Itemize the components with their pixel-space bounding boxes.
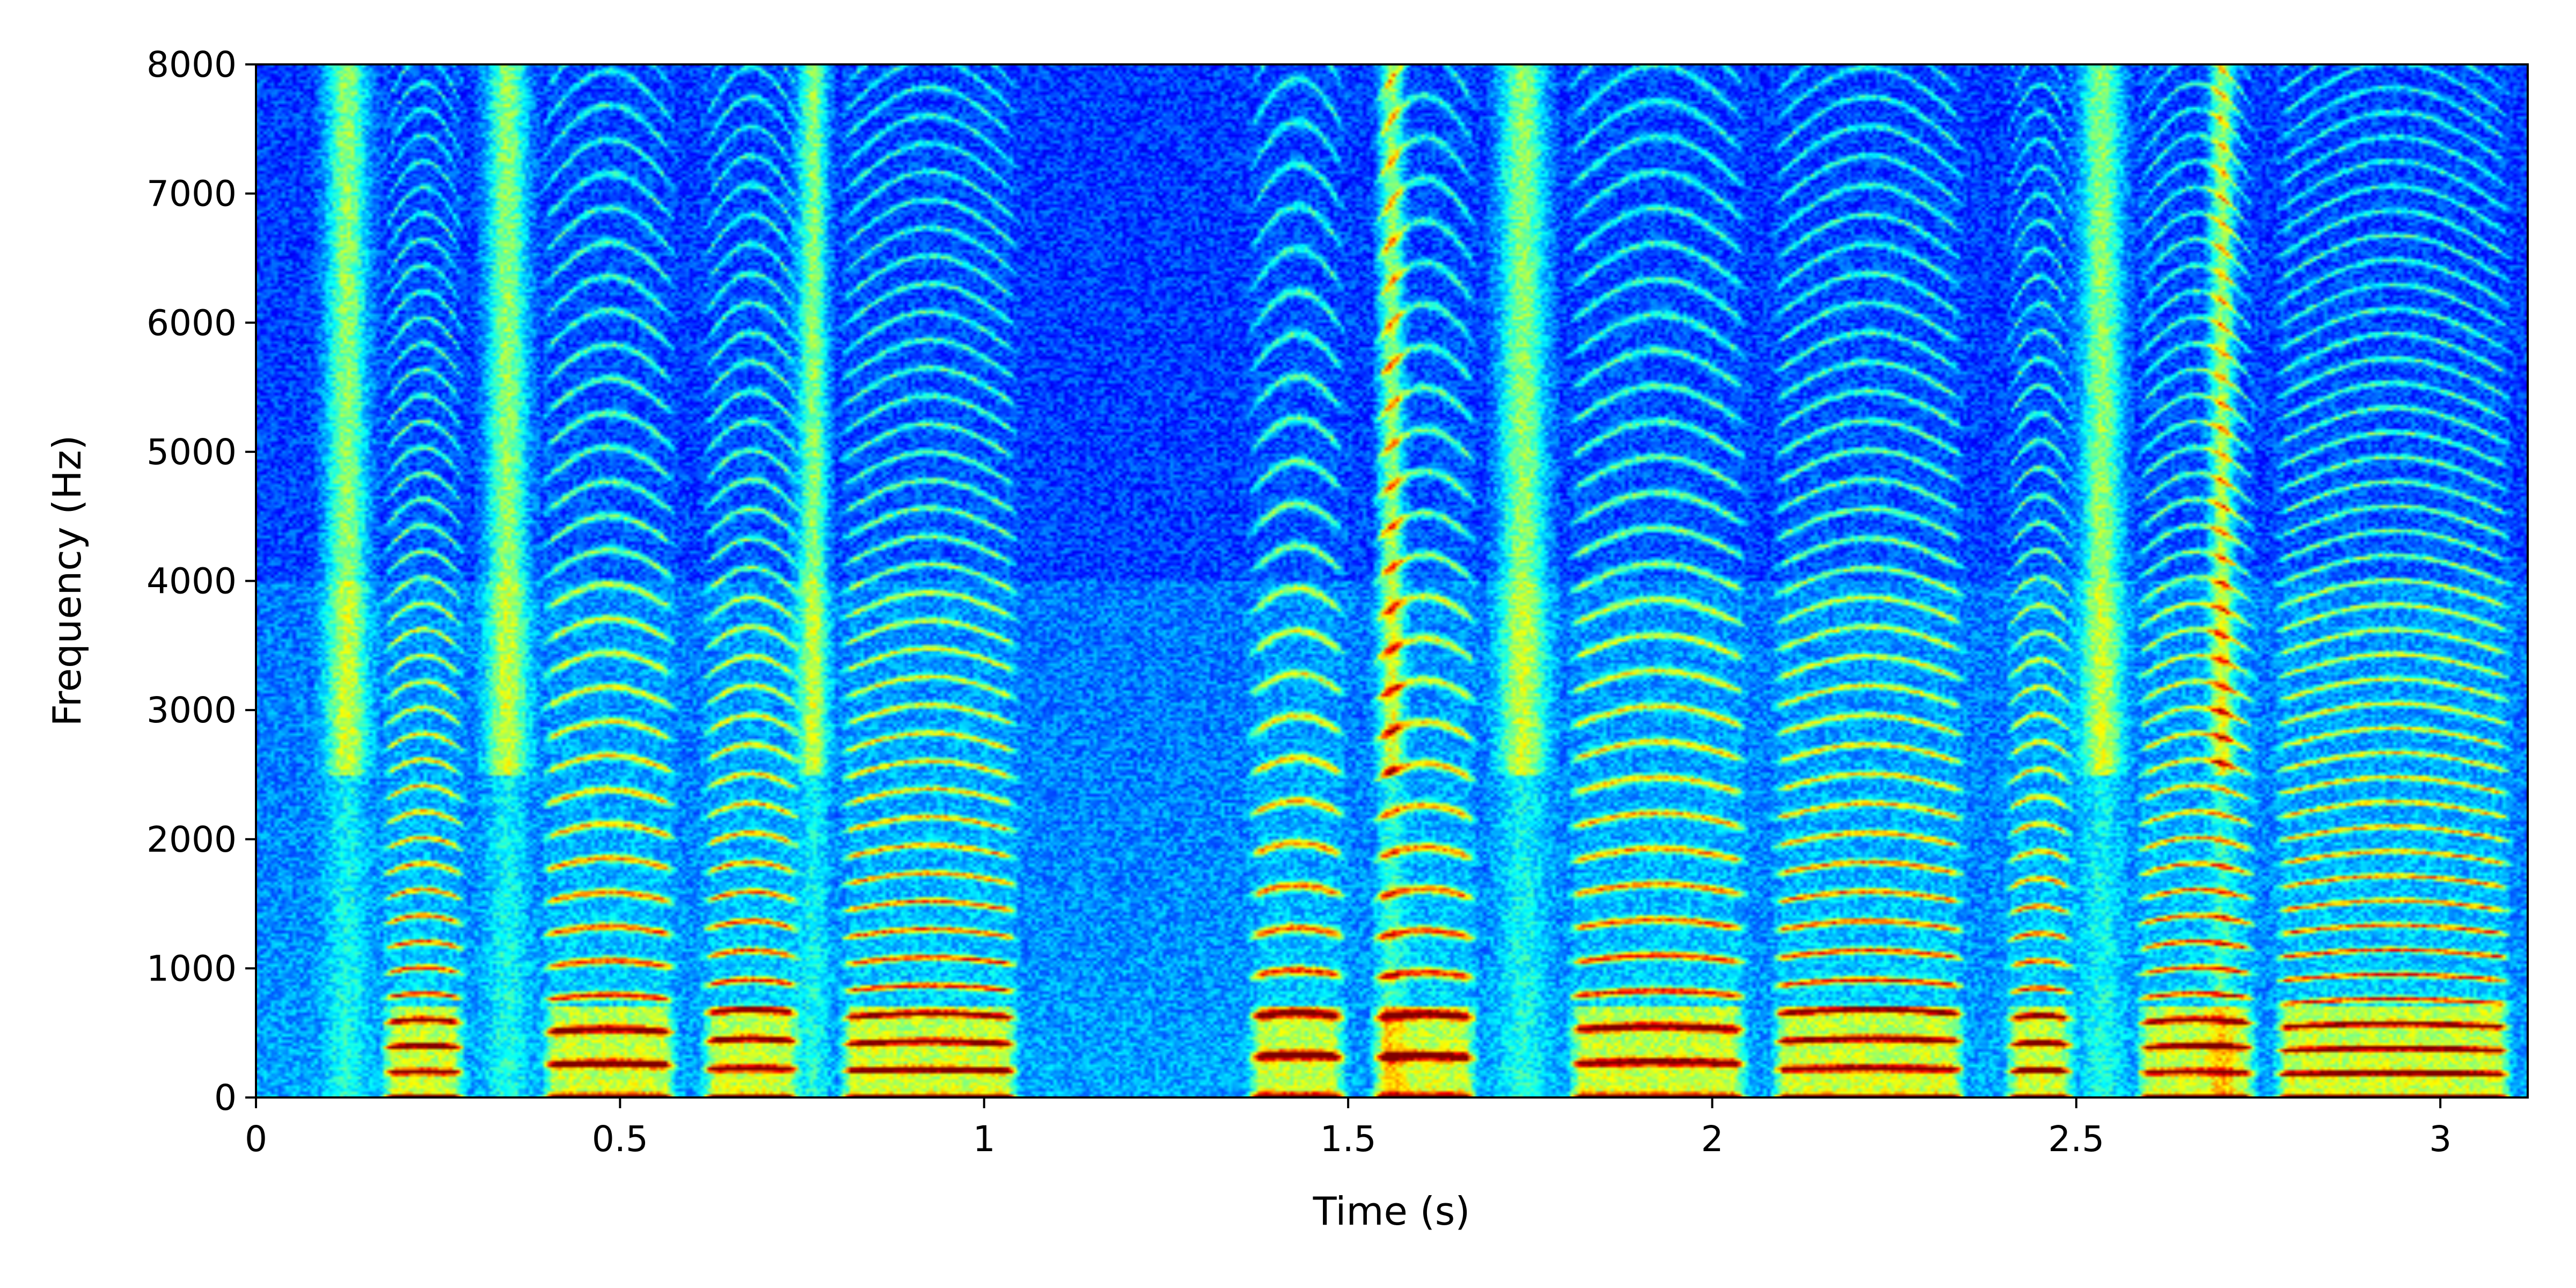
x-tick-label: 0: [245, 1118, 267, 1160]
y-tick-label: 1000: [147, 948, 237, 989]
x-tick-label: 1: [973, 1118, 996, 1160]
spectrogram-heatmap: [256, 64, 2528, 1097]
x-tick-label: 3: [2429, 1118, 2451, 1160]
y-axis-label: Frequency (Hz): [45, 435, 90, 727]
x-tick-label: 0.5: [592, 1118, 648, 1160]
y-tick-label: 5000: [147, 431, 237, 473]
y-tick-label: 3000: [147, 690, 237, 731]
x-axis: 0 0.5 1 1.5 2 2.5 3: [245, 1097, 2451, 1160]
y-tick-label: 8000: [147, 44, 237, 85]
x-tick-label: 2.5: [2048, 1118, 2104, 1160]
y-tick-label: 6000: [147, 302, 237, 343]
y-tick-label: 4000: [147, 561, 237, 602]
plot-area: [255, 63, 2529, 1099]
x-tick-label: 1.5: [1320, 1118, 1377, 1160]
x-axis-label: Time (s): [1313, 1189, 1470, 1234]
y-axis: 0 1000 2000 3000 4000 5000 6000 7000 8000: [147, 44, 256, 1118]
y-tick-label: 2000: [147, 819, 237, 860]
y-tick-label: 7000: [147, 173, 237, 215]
y-tick-label: 0: [214, 1077, 237, 1118]
x-tick-label: 2: [1701, 1118, 1723, 1160]
